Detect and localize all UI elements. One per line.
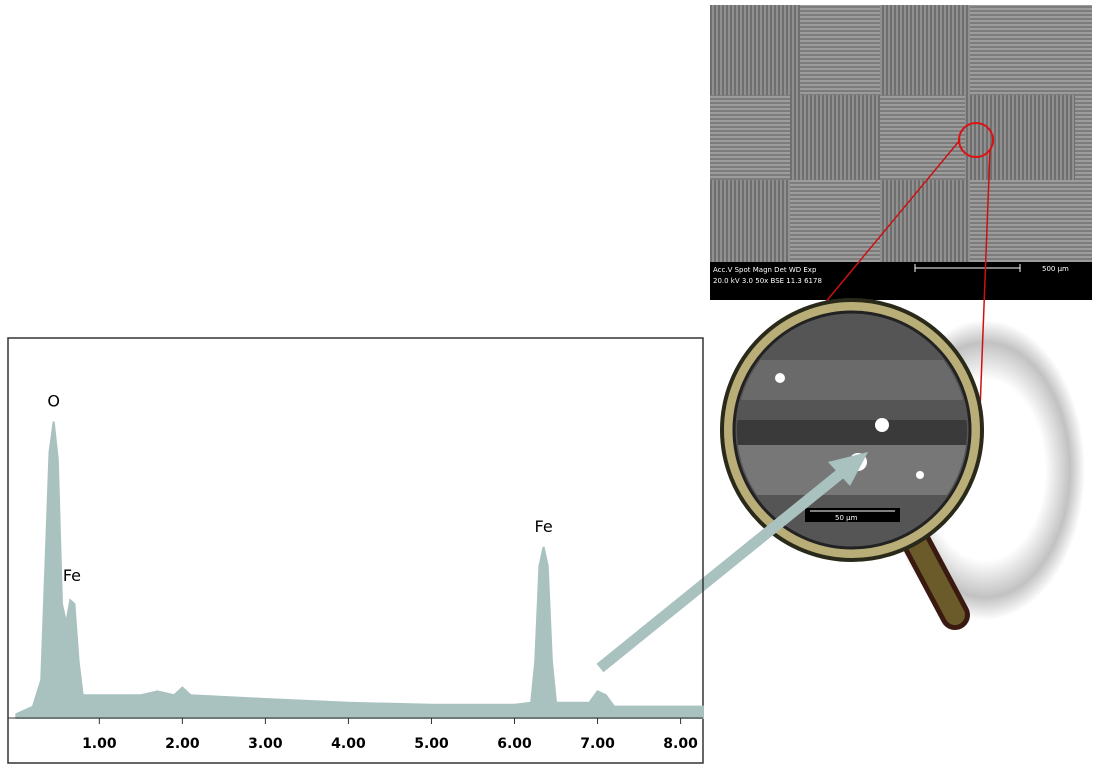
- x-tick-label: 5.00: [414, 736, 449, 752]
- peak-label: O: [47, 391, 60, 410]
- x-tick-label: 4.00: [331, 736, 366, 752]
- x-tick-label: 8.00: [663, 736, 698, 752]
- sem-image: Acc.V Spot Magn Det WD Exp 20.0 kV 3.0 5…: [710, 5, 1092, 300]
- sem-scale-label: 500 µm: [1042, 265, 1069, 273]
- peak-label: Fe: [534, 517, 552, 536]
- lens-scale-label: 50 µm: [835, 514, 858, 522]
- x-tick-label: 7.00: [580, 736, 615, 752]
- spectrum: 1.00 2.00 3.00 4.00 5.00 6.00 7.00 8.00 O Fe Fe: [8, 391, 703, 752]
- x-tick-label: 3.00: [248, 736, 283, 752]
- x-tick-label: 6.00: [497, 736, 532, 752]
- sem-info: Acc.V Spot Magn Det WD Exp: [713, 266, 817, 274]
- figure: Acc.V Spot Magn Det WD Exp 20.0 kV 3.0 5…: [0, 0, 1093, 765]
- x-tick-label: 2.00: [165, 736, 200, 752]
- x-tick-label: 1.00: [82, 736, 117, 752]
- arrow: [600, 474, 840, 668]
- spectrum-area: [16, 422, 703, 718]
- sem-info: 20.0 kV 3.0 50x BSE 11.3 6178: [713, 277, 822, 285]
- peak-label: Fe: [63, 566, 81, 585]
